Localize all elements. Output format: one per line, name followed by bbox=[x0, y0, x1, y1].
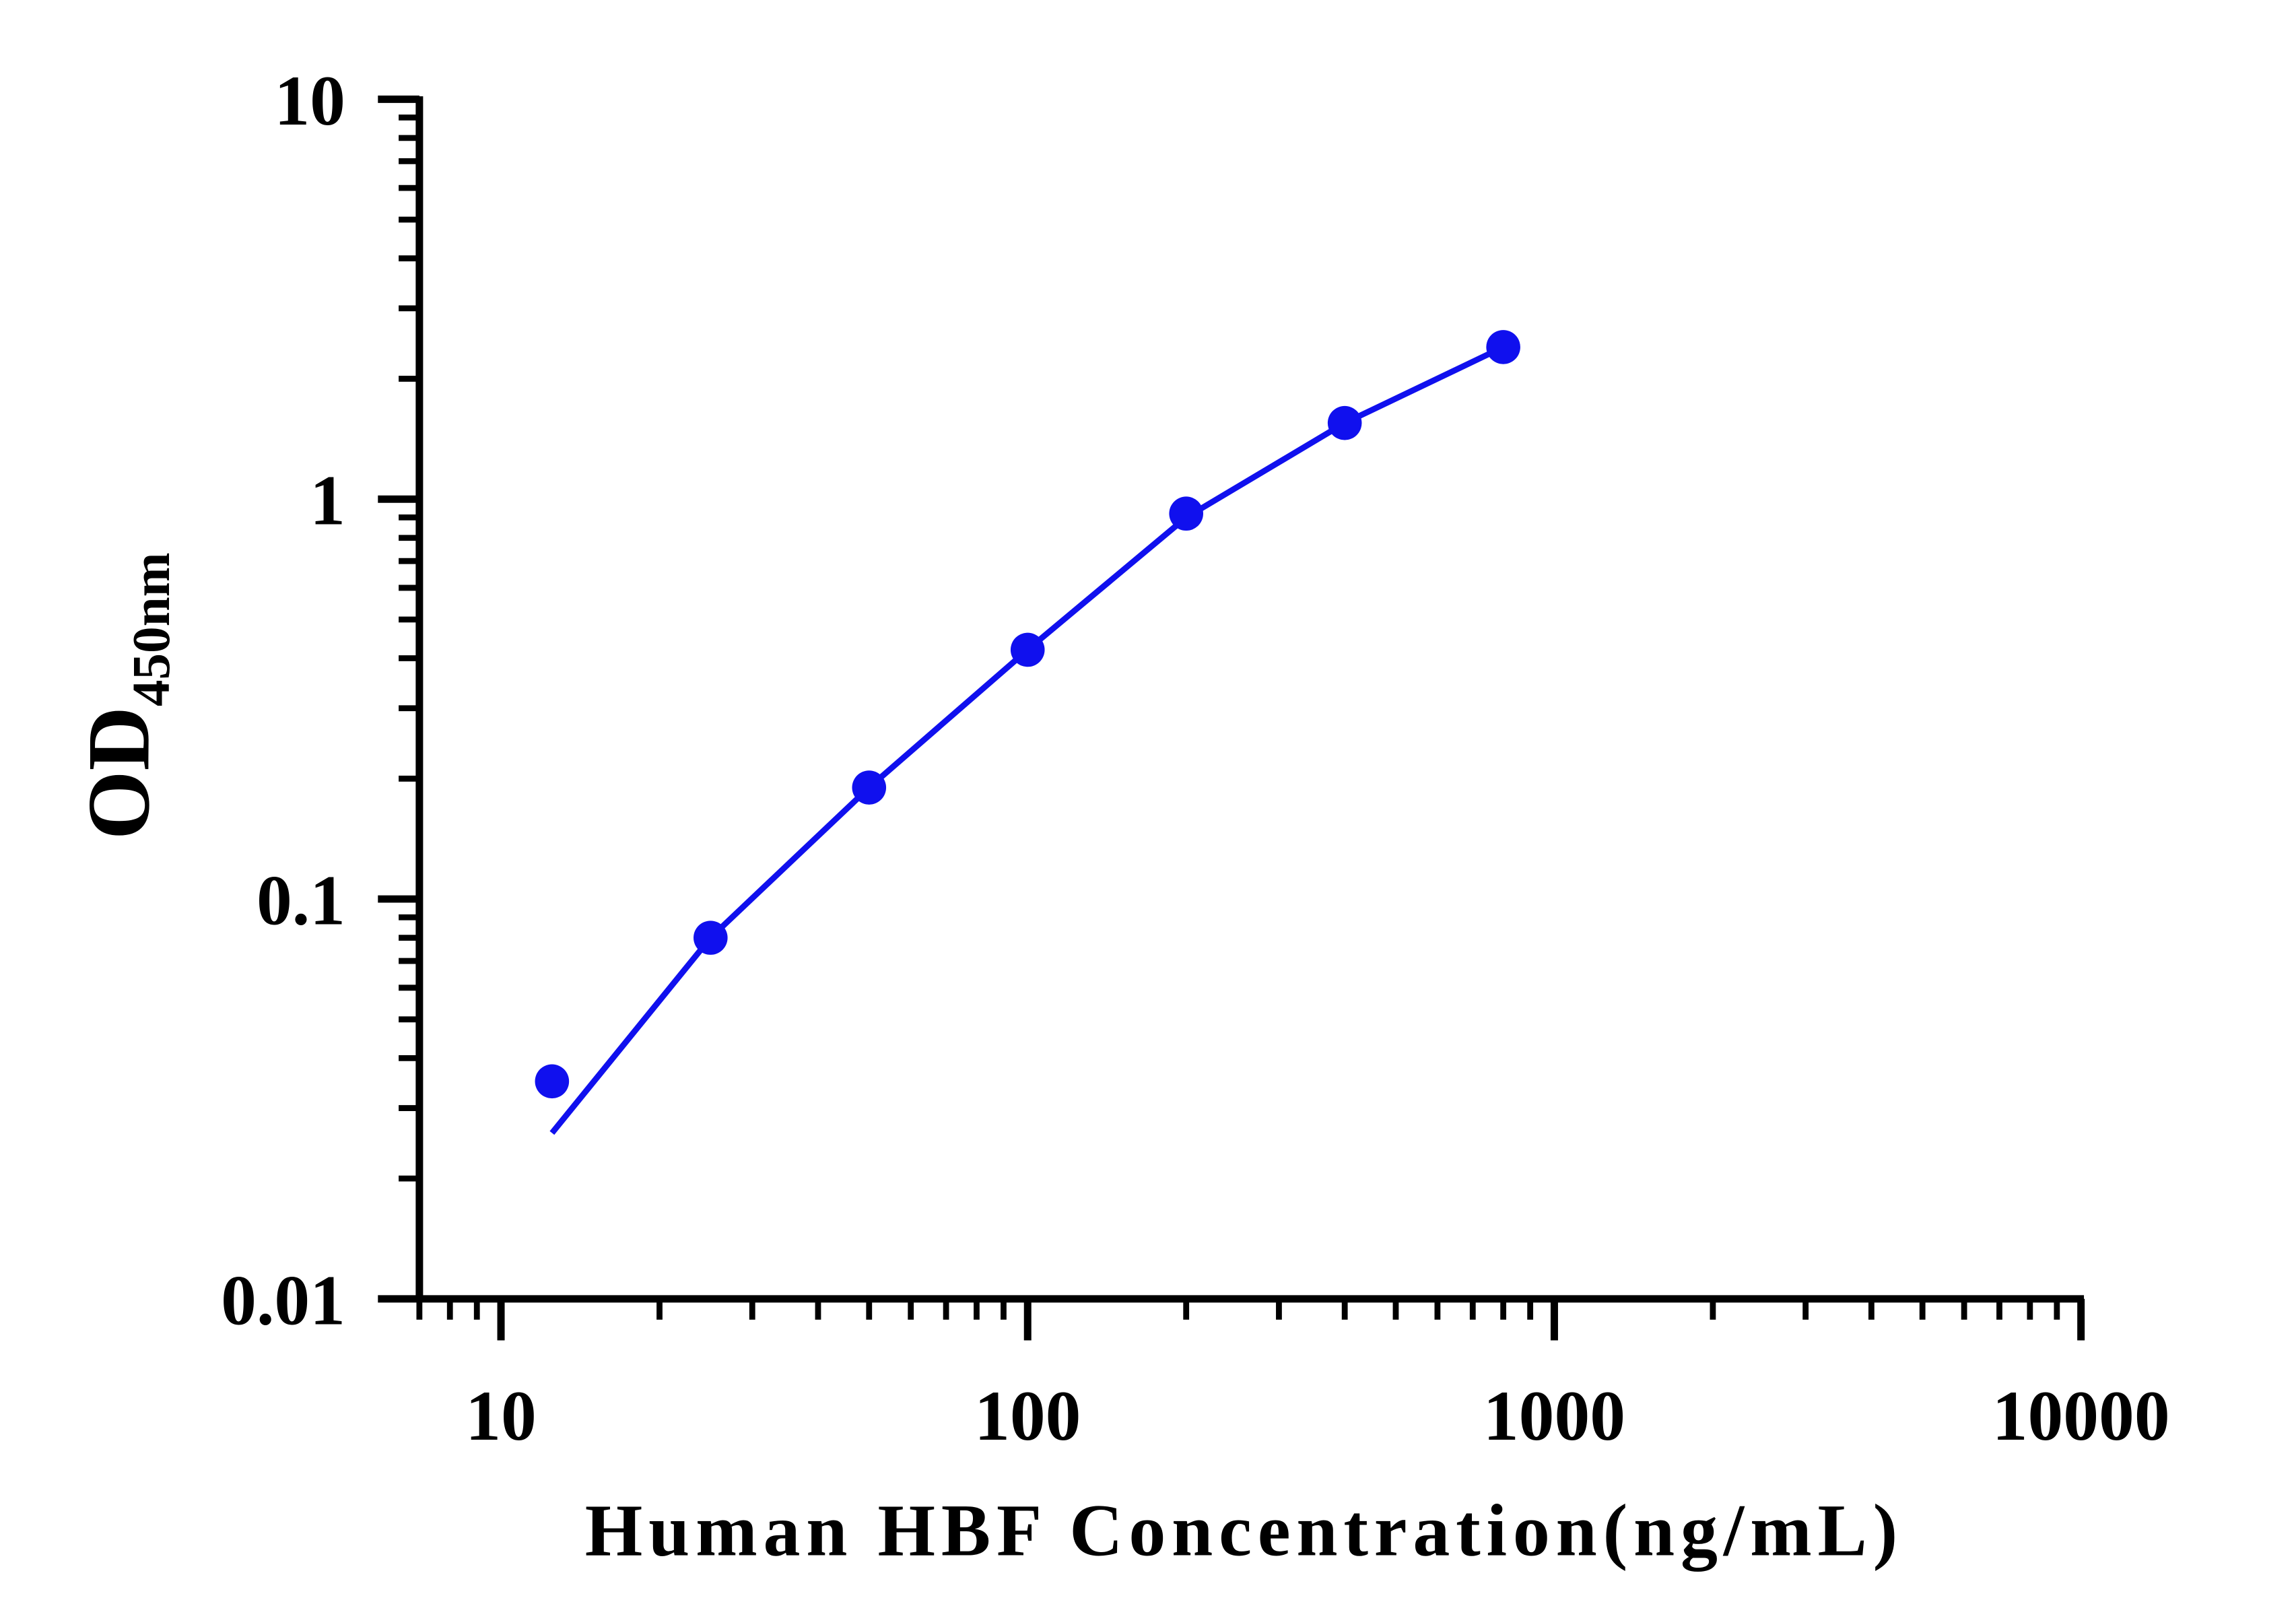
data-point bbox=[1327, 405, 1362, 440]
data-point bbox=[694, 921, 728, 955]
x-tick-label: 10 bbox=[465, 1376, 537, 1455]
y-tick-label: 0.01 bbox=[221, 1261, 345, 1339]
y-tick-label: 0.1 bbox=[257, 861, 345, 939]
y-tick-label: 10 bbox=[274, 61, 345, 140]
data-point bbox=[1486, 330, 1520, 364]
y-label-main: OD bbox=[69, 706, 168, 840]
y-axis-label: OD450nm bbox=[69, 552, 181, 840]
data-point bbox=[1010, 632, 1045, 667]
data-point bbox=[535, 1064, 570, 1099]
data-point bbox=[852, 770, 887, 805]
x-tick-label: 10000 bbox=[1992, 1376, 2170, 1455]
fit-line bbox=[549, 344, 1505, 1135]
y-label-subscript: 450nm bbox=[122, 552, 181, 706]
x-tick-label: 100 bbox=[974, 1376, 1081, 1455]
data-point bbox=[1169, 496, 1204, 531]
y-tick-label: 1 bbox=[310, 461, 345, 540]
x-axis-label: Human HBF Concentration(ng/mL) bbox=[585, 1489, 1903, 1571]
x-tick-label: 1000 bbox=[1483, 1376, 1625, 1455]
